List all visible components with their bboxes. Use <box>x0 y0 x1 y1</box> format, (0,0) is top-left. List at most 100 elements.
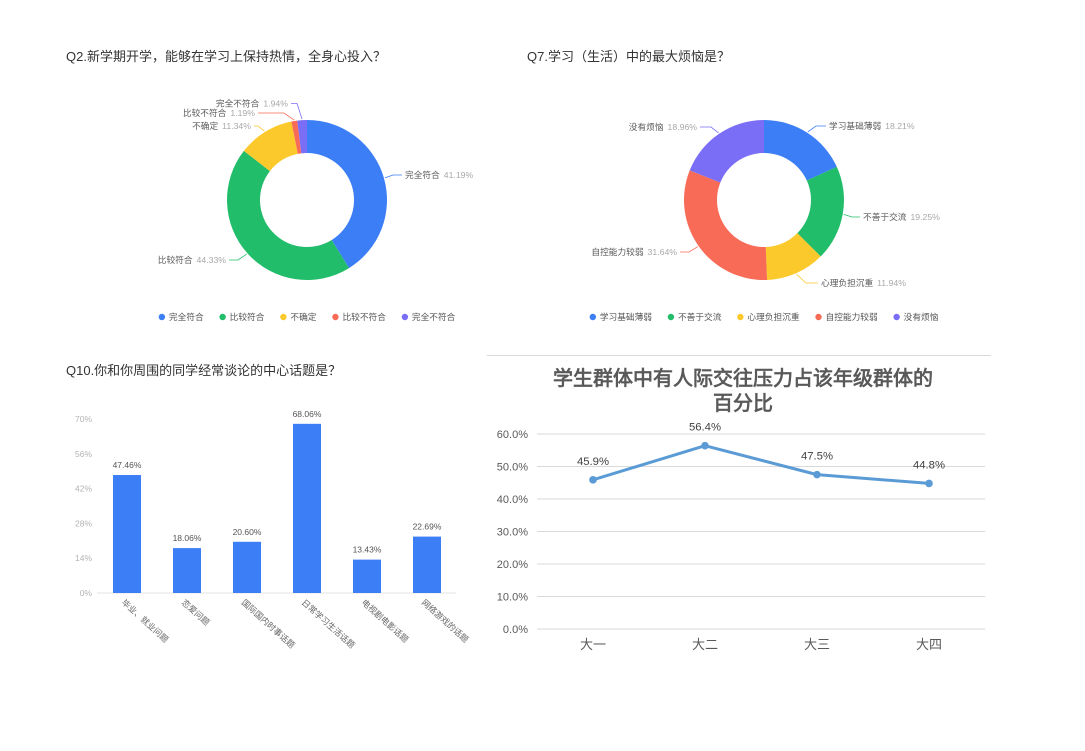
bar-graduation-employment <box>113 475 141 593</box>
legend-marker-mostly-agree <box>219 313 226 321</box>
slice-label-heavy-mental-burden: 心理负担沉重 11.94% <box>821 277 906 288</box>
slice-label-value: 18.21% <box>885 121 915 131</box>
bar-online-games <box>413 536 441 593</box>
point-label-year-four: 44.8% <box>913 459 945 471</box>
y-tick-label: 40.0% <box>497 494 528 506</box>
bar-value-label-current-affairs: 20.60% <box>233 527 262 537</box>
y-tick-label: 60.0% <box>497 429 528 441</box>
x-tick-label-daily-study-life: 日常学习生活话题 <box>300 597 358 650</box>
legend-item-unsure: 不确定 <box>290 311 316 322</box>
line-chart-interpersonal-pressure: 0.0% 10.0% 20.0% 30.0% 40.0% 50.0% 60.0% 45.9% 大… <box>497 422 985 652</box>
slice-mostly-disagree <box>291 120 302 154</box>
legend-marker-unsure <box>280 313 287 321</box>
x-tick-label-graduation-employment: 毕业、就业问题 <box>120 597 171 645</box>
legend-item-weak-self-control: 自控能力较弱 <box>826 311 878 322</box>
x-tick-label-year-two: 大二 <box>692 637 718 652</box>
slice-label-name: 比较不符合 <box>183 107 227 118</box>
leader-line-fully-agree <box>384 174 402 179</box>
bar-value-label-online-games: 22.69% <box>413 522 442 532</box>
leader-line-no-worries <box>700 126 719 134</box>
legend-item-fully-agree: 完全符合 <box>169 311 204 322</box>
y-tick-label: 20.0% <box>497 559 528 571</box>
x-tick-label-year-four: 大四 <box>916 637 942 652</box>
slice-heavy-mental-burden <box>765 233 821 280</box>
x-tick-label-current-affairs: 国际国内时事话题 <box>240 597 298 650</box>
slice-label-name: 学习基础薄弱 <box>829 120 881 131</box>
point-year-two <box>701 441 709 450</box>
legend-item-heavy-mental-burden: 心理负担沉重 <box>747 311 799 322</box>
y-tick-label: 42% <box>75 484 92 494</box>
legend-item-fully-disagree: 完全不符合 <box>412 311 456 322</box>
legend-marker-weak-self-control <box>815 313 822 321</box>
point-year-one <box>589 476 597 484</box>
leader-line-weak-foundation <box>807 125 826 133</box>
bar-value-label-daily-study-life: 68.06% <box>293 409 322 419</box>
leader-line-poor-communication <box>843 213 860 218</box>
line-chart-frame-top <box>487 355 991 356</box>
chart-title-q2: Q2.新学期开学，能够在学习上保持热情，全身心投入？ <box>66 49 386 64</box>
bar-daily-study-life <box>293 423 321 593</box>
slice-label-value: 31.64% <box>648 247 678 257</box>
slice-label-value: 11.34% <box>222 121 251 131</box>
y-tick-label: 14% <box>75 553 92 563</box>
point-label-year-one: 45.9% <box>577 456 609 468</box>
slice-label-value: 1.19% <box>230 108 255 118</box>
slice-unsure <box>243 121 298 172</box>
slice-label-weak-foundation: 学习基础薄弱 18.21% <box>829 120 915 131</box>
leader-line-unsure <box>254 125 265 132</box>
slice-label-value: 18.96% <box>668 122 698 132</box>
slice-label-name: 比较符合 <box>158 254 193 265</box>
leader-line-heavy-mental-burden <box>796 273 818 284</box>
y-tick-label: 30.0% <box>497 527 528 539</box>
slice-label-name: 心理负担沉重 <box>821 277 873 288</box>
legend-marker-no-worries <box>893 313 900 321</box>
point-year-four <box>925 479 933 488</box>
slice-fully-disagree <box>297 120 307 154</box>
chart-title-q7: Q7.学习（生活）中的最大烦恼是？ <box>527 49 730 64</box>
slice-poor-communication <box>797 166 844 257</box>
slice-label-poor-communication: 不善于交流 19.25% <box>863 211 940 222</box>
bar-chart-q10: 0% 14% 28% 42% 56% 70% 47.46% 毕业、就业问题 18.06% 恋爱问题… <box>75 409 471 651</box>
y-tick-label: 28% <box>75 518 92 528</box>
bar-value-label-romance: 18.06% <box>173 533 202 543</box>
slice-label-name: 没有烦恼 <box>629 121 664 132</box>
donut-chart-q2: 完全符合 41.19%比较符合 44.33%不确定 11.34%比较不符合 1.19%完… <box>158 98 474 323</box>
slice-weak-self-control <box>684 170 768 280</box>
legend-item-no-worries: 没有烦恼 <box>904 311 939 322</box>
legend-marker-fully-disagree <box>401 313 409 321</box>
x-tick-label-year-three: 大三 <box>804 637 830 652</box>
legend: 完全符合 比较符合 不确定 比较不符合 完全不符合 <box>158 311 456 322</box>
x-tick-label-tv-and-movies: 电视剧电影话题 <box>360 597 411 645</box>
slice-label-mostly-disagree: 比较不符合 1.19% <box>183 107 255 118</box>
legend-marker-weak-foundation <box>589 313 597 321</box>
leader-line-mostly-disagree <box>258 112 295 121</box>
bar-value-label-graduation-employment: 47.46% <box>113 460 142 470</box>
slice-label-fully-agree: 完全符合 41.19% <box>405 169 473 180</box>
point-year-three <box>813 470 821 479</box>
slice-label-unsure: 不确定 11.34% <box>192 120 251 131</box>
legend: 学习基础薄弱 不善于交流 心理负担沉重 自控能力较弱 没有烦恼 <box>589 311 939 322</box>
slice-label-weak-self-control: 自控能力较弱 31.64% <box>591 246 677 257</box>
leader-line-fully-disagree <box>291 103 303 120</box>
leader-line-mostly-agree <box>229 253 247 261</box>
slice-label-no-worries: 没有烦恼 18.96% <box>629 121 697 132</box>
slice-label-mostly-agree: 比较符合 44.33% <box>158 254 226 265</box>
donut-chart-q7: 学习基础薄弱 18.21% 不善于交流 19.25% 心理负担沉重 11.94% 自控能力较… <box>589 120 940 322</box>
x-tick-label-romance: 恋爱问题 <box>180 597 212 628</box>
point-label-year-three: 47.5% <box>801 451 833 463</box>
slice-label-name: 完全符合 <box>405 169 440 180</box>
slice-mostly-agree <box>227 150 350 280</box>
legend-item-poor-communication: 不善于交流 <box>678 311 722 322</box>
bar-tv-and-movies <box>353 559 381 593</box>
point-label-year-two: 56.4% <box>689 422 721 434</box>
leader-line-weak-self-control <box>680 246 699 253</box>
series-line <box>591 444 931 485</box>
slice-label-value: 1.94% <box>263 99 288 109</box>
slice-no-worries <box>689 120 764 183</box>
slice-weak-foundation <box>764 120 837 181</box>
slice-label-name: 完全不符合 <box>216 98 260 109</box>
y-tick-label: 0.0% <box>503 624 528 636</box>
legend-item-mostly-agree: 比较符合 <box>230 311 265 322</box>
